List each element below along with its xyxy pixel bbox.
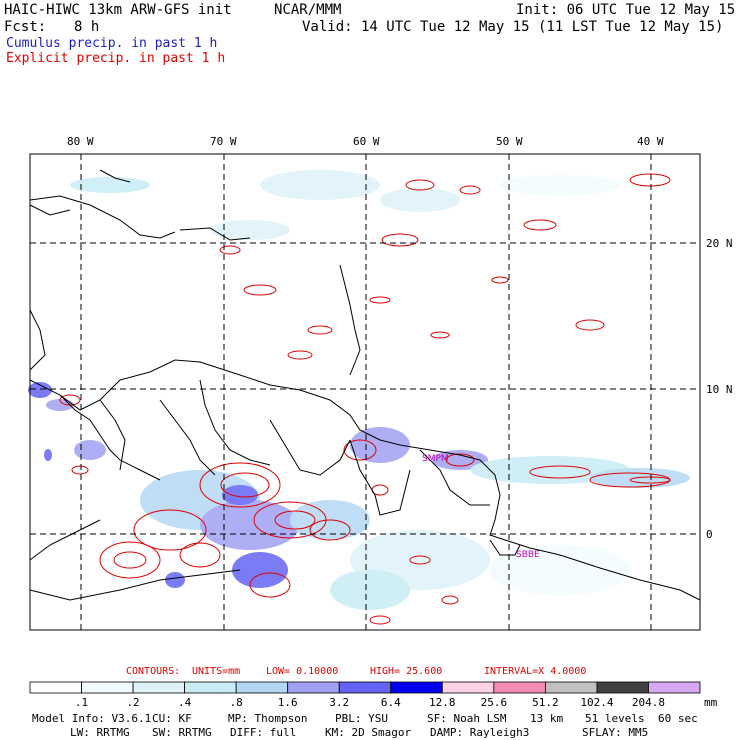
map-frame [29, 153, 701, 631]
contours-units: UNITS=mm [192, 666, 241, 677]
contours-low: LOW= 0.10000 [266, 666, 339, 677]
colorbar-swatch [287, 681, 340, 694]
model-info-mp: MP: Thompson [228, 712, 308, 725]
colorbar-tick-label: 1.6 [277, 696, 298, 709]
cumulus-shading [28, 170, 690, 610]
colorbar-swatch [184, 681, 237, 694]
lon-label-40w: 40 W [637, 135, 664, 148]
colorbar-tick-label: 12.8 [429, 696, 456, 709]
colorbar-tick-label: 204.8 [631, 696, 666, 709]
lon-labels: 80 W 70 W 60 W 50 W 40 W [67, 135, 664, 148]
model-info-sw: SW: RRTMG [152, 726, 212, 739]
colorbar-swatch [81, 681, 134, 694]
colorbar-unit: mm [704, 696, 718, 709]
colorbar-swatch [596, 681, 649, 694]
colorbar-tick-label: 6.4 [380, 696, 401, 709]
model-info-lw: LW: RRTMG [70, 726, 130, 739]
model-title: HAIC-HIWC 13km ARW-GFS init [4, 2, 232, 18]
lat-lon-grid [30, 154, 700, 630]
station-labels: SMPM SBBE [422, 454, 540, 560]
colorbar-tick-label: 102.4 [580, 696, 614, 709]
colorbar-tick-label: .2 [126, 696, 140, 709]
colorbar-swatch [544, 681, 598, 694]
lat-label-0: 0 [706, 528, 713, 541]
lat-label-20n: 20 N [706, 237, 733, 250]
fcst-value: 8 h [74, 19, 100, 35]
colorbar-tick-label: .4 [177, 696, 192, 709]
colorbar-swatch [493, 681, 546, 694]
valid-time: Valid: 14 UTC Tue 12 May 15 (11 LST Tue … [302, 19, 724, 35]
model-info-sf: SF: Noah LSM [427, 712, 507, 725]
station-label-smpm: SMPM [422, 454, 449, 464]
model-info-pbl: PBL: YSU [335, 712, 388, 725]
model-info-levels: 51 levels [585, 712, 645, 725]
lon-label-60w: 60 W [353, 135, 380, 148]
model-info-damp: DAMP: Rayleigh3 [430, 726, 530, 739]
colorbar-swatch [235, 681, 289, 694]
contours-high: HIGH= 25.600 [370, 666, 443, 677]
colorbar-swatch [132, 681, 186, 694]
model-info-km: KM: 2D Smagor [325, 726, 412, 739]
colorbar-tick-label: 3.2 [329, 696, 350, 709]
model-info-dt: 60 sec [658, 712, 698, 725]
lat-label-10n: 10 N [706, 383, 733, 396]
colorbar-swatch [390, 681, 443, 694]
lon-label-80w: 80 W [67, 135, 94, 148]
colorbar-tick-label: .1 [74, 696, 89, 709]
colorbar-swatch [29, 681, 82, 694]
lon-label-70w: 70 W [210, 135, 237, 148]
colorbar-swatch [441, 681, 495, 694]
colorbar-swatch [648, 681, 701, 694]
org-label: NCAR/MMM [274, 2, 342, 18]
model-info-version: Model Info: V3.6.1 [32, 712, 152, 725]
model-info-cu: CU: KF [152, 712, 192, 725]
model-info-res: 13 km [530, 712, 564, 725]
explicit-legend: Explicit precip. in past 1 h [6, 51, 226, 66]
fcst-label: Fcst: [4, 19, 47, 35]
init-time: Init: 06 UTC Tue 12 May 15 [516, 2, 736, 18]
explicit-contours [59, 173, 671, 625]
contours-label: CONTOURS: [126, 666, 181, 677]
lon-label-50w: 50 W [496, 135, 523, 148]
cumulus-legend: Cumulus precip. in past 1 h [6, 36, 218, 51]
coastlines [29, 169, 701, 601]
model-info-sflay: SFLAY: MM5 [582, 726, 649, 739]
colorbar-tick-label: 25.6 [480, 696, 508, 709]
contours-interval: INTERVAL=X 4.0000 [484, 666, 587, 677]
colorbar-tick-label: 51.2 [532, 696, 559, 709]
model-info-diff: DIFF: full [230, 726, 297, 739]
lat-labels: 20 N 10 N 0 [706, 237, 733, 541]
colorbar [29, 681, 701, 694]
station-label-sbbe: SBBE [516, 550, 540, 560]
colorbar-swatch [338, 681, 392, 694]
colorbar-tick-label: .8 [229, 696, 243, 709]
